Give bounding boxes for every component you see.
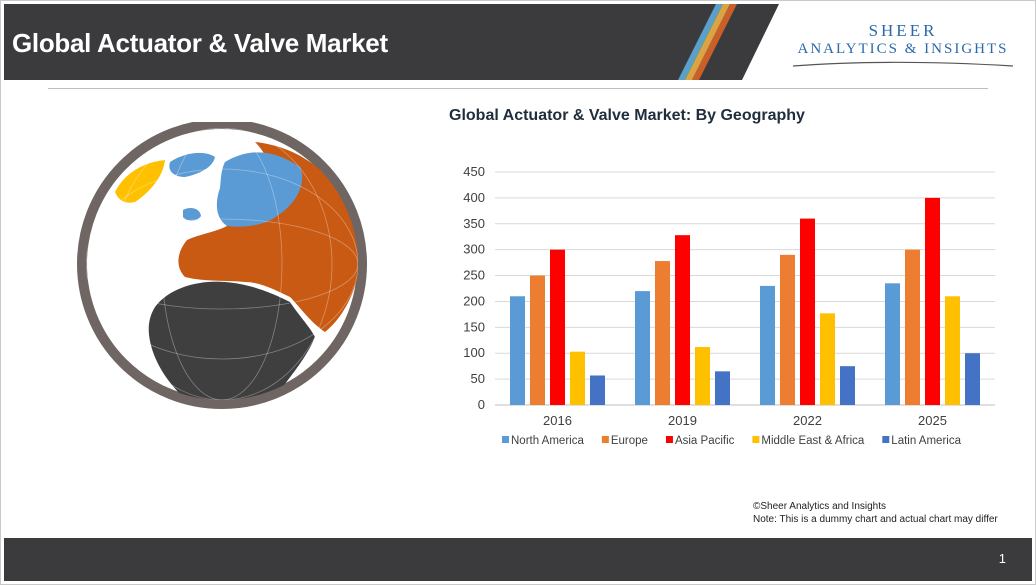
y-tick-label: 300 bbox=[463, 242, 485, 257]
globe-illustration bbox=[77, 122, 367, 409]
bar-asia-pacific-2025 bbox=[925, 197, 940, 405]
legend-swatch bbox=[601, 436, 609, 443]
header-bar: Global Actuator & Valve Market SHEER ANA… bbox=[4, 4, 1032, 80]
x-tick-label: 2016 bbox=[543, 413, 572, 428]
footnote: ©Sheer Analytics and Insights Note: This… bbox=[753, 500, 998, 526]
logo-line-2: ANALYTICS & INSIGHTS bbox=[797, 41, 1009, 57]
bar-europe-2025 bbox=[905, 249, 920, 405]
y-tick-label: 150 bbox=[463, 319, 485, 334]
footnote-note: Note: This is a dummy chart and actual c… bbox=[753, 514, 998, 525]
y-axis-ticks: 0 50 100 150 200 250 300 350 400 450 bbox=[463, 164, 485, 412]
x-tick-label: 2025 bbox=[918, 413, 947, 428]
x-tick-label: 2022 bbox=[793, 413, 822, 428]
legend-label: North America bbox=[511, 435, 584, 447]
bar-north-america-2022 bbox=[760, 285, 775, 405]
bar-chart: 0 50 100 150 200 250 300 350 400 450 2016 2019 2022… bbox=[463, 164, 995, 447]
bar-latin-america-2022 bbox=[840, 366, 855, 405]
legend: North America Europe Asia Pacific Middle Ea… bbox=[502, 435, 962, 447]
chart-title: Global Actuator & Valve Market: By Geogr… bbox=[449, 107, 805, 124]
bar-north-america-2025 bbox=[885, 283, 900, 405]
x-tick-label: 2019 bbox=[668, 413, 697, 428]
bars bbox=[510, 197, 980, 405]
legend-swatch bbox=[882, 436, 890, 443]
bar-europe-2022 bbox=[780, 254, 795, 405]
legend-swatch bbox=[502, 436, 509, 443]
legend-label: Europe bbox=[611, 435, 648, 447]
legend-swatch bbox=[665, 436, 673, 443]
y-tick-label: 250 bbox=[463, 268, 485, 283]
divider-line bbox=[48, 88, 988, 89]
legend-label: Latin America bbox=[891, 435, 961, 447]
y-tick-label: 50 bbox=[471, 371, 485, 386]
bar-middle-east-africa-2019 bbox=[695, 347, 710, 405]
logo-swoosh bbox=[792, 61, 1014, 67]
footnote-copyright: ©Sheer Analytics and Insights bbox=[753, 501, 886, 512]
bar-asia-pacific-2022 bbox=[800, 218, 815, 405]
logo-background bbox=[742, 4, 1032, 80]
y-tick-label: 0 bbox=[478, 397, 485, 412]
bar-middle-east-africa-2016 bbox=[570, 351, 585, 405]
logo-line-1: SHEER bbox=[868, 21, 938, 40]
footer-bar: 1 bbox=[4, 538, 1032, 581]
y-tick-label: 400 bbox=[463, 190, 485, 205]
y-tick-label: 450 bbox=[463, 164, 485, 179]
page-number: 1 bbox=[998, 551, 1006, 566]
legend-swatch bbox=[752, 436, 760, 443]
bar-europe-2016 bbox=[530, 275, 545, 405]
bar-middle-east-africa-2025 bbox=[945, 296, 960, 405]
bar-latin-america-2025 bbox=[965, 353, 980, 405]
legend-label: Asia Pacific bbox=[675, 435, 735, 447]
y-tick-label: 350 bbox=[463, 216, 485, 231]
bar-north-america-2019 bbox=[635, 291, 650, 405]
y-tick-label: 200 bbox=[463, 293, 485, 308]
company-logo: SHEER ANALYTICS & INSIGHTS bbox=[788, 21, 1018, 67]
bar-middle-east-africa-2022 bbox=[820, 313, 835, 405]
bar-asia-pacific-2019 bbox=[675, 235, 690, 405]
bar-europe-2019 bbox=[655, 261, 670, 405]
bar-latin-america-2016 bbox=[590, 375, 605, 405]
legend-label: Middle East & Africa bbox=[761, 435, 865, 447]
page-title: Global Actuator & Valve Market bbox=[12, 28, 388, 58]
bar-latin-america-2019 bbox=[715, 371, 730, 405]
x-axis-ticks: 2016 2019 2022 2025 bbox=[543, 413, 947, 428]
bar-asia-pacific-2016 bbox=[550, 249, 565, 405]
decorative-stripes bbox=[678, 4, 737, 80]
y-tick-label: 100 bbox=[463, 345, 485, 360]
bar-north-america-2016 bbox=[510, 296, 525, 405]
